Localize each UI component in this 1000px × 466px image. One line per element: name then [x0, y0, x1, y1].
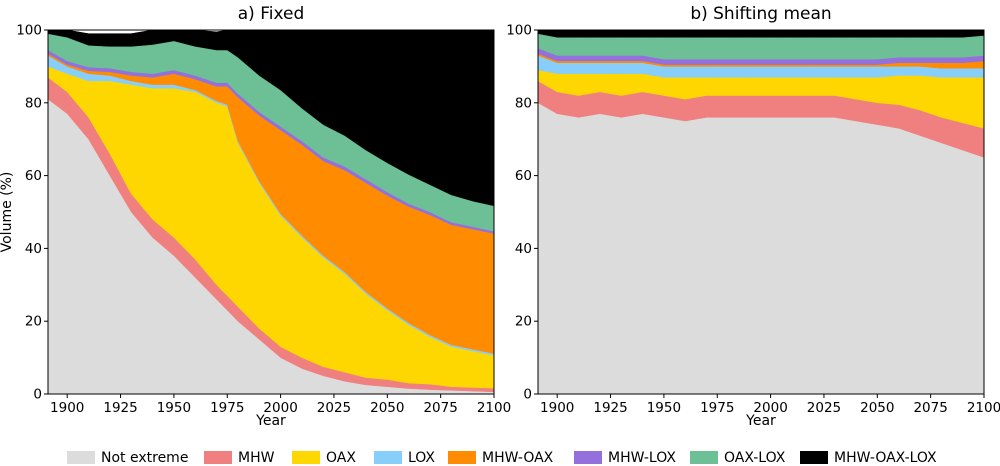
- legend: Not extreme MHW OAX LOX MHW-OAX MHW-LOX OAX-LO…: [67, 450, 937, 466]
- legend-item-mhw: MHW: [204, 450, 275, 466]
- panel-title: a) Fixed: [238, 4, 305, 24]
- x-tick-label: 2000: [753, 400, 787, 416]
- legend-swatch: [574, 451, 602, 464]
- y-tick-label: 60: [515, 168, 532, 184]
- legend-label: OAX: [326, 450, 356, 466]
- legend-label: OAX-LOX: [724, 450, 786, 466]
- x-axis-label: Year: [255, 413, 286, 429]
- x-axis-label: Year: [745, 413, 776, 429]
- legend-item-lox: LOX: [374, 450, 435, 466]
- x-tick-label: 2050: [860, 400, 894, 416]
- x-tick-label: 2100: [477, 400, 511, 416]
- x-tick-label: 1900: [50, 400, 84, 416]
- legend-label: MHW-OAX-LOX: [834, 450, 937, 466]
- y-tick-label: 20: [25, 314, 42, 330]
- legend-swatch: [67, 451, 95, 464]
- area-mhw-oax-lox: [48, 30, 494, 207]
- x-tick-label: 2000: [263, 400, 297, 416]
- x-tick-label: 1975: [210, 400, 244, 416]
- plot-frame: [47, 29, 495, 395]
- x-tick-label: 1950: [157, 400, 191, 416]
- x-tick-label: 2075: [423, 400, 457, 416]
- area-layers: [538, 30, 984, 394]
- legend-swatch: [292, 451, 320, 464]
- legend-swatch: [374, 451, 402, 464]
- legend-swatch: [204, 451, 232, 464]
- x-tick-label: 1925: [103, 400, 137, 416]
- y-tick-label: 40: [515, 241, 532, 257]
- legend-label: Not extreme: [101, 450, 188, 466]
- legend-item-oax: OAX: [292, 450, 356, 466]
- y-tick-label: 0: [33, 387, 42, 403]
- y-tick-label: 100: [506, 23, 532, 39]
- x-tick-label: 1925: [593, 400, 627, 416]
- legend-swatch: [800, 451, 828, 464]
- legend-label: MHW-OAX: [482, 450, 554, 466]
- y-tick-label: 80: [25, 95, 42, 111]
- panel-shifting-mean: 1900 1925 1950 1975 2000 2025 2050 2075 2100 0 20 4…: [506, 4, 1000, 429]
- panel-fixed: 1900 1925 1950 1975 2000 2025 2050 2075 2100 0 20 4…: [0, 4, 511, 429]
- plot-frame: [537, 29, 985, 395]
- x-tick-label: 2100: [967, 400, 1000, 416]
- legend-label: MHW-LOX: [608, 450, 676, 466]
- x-tick-label: 1950: [647, 400, 681, 416]
- y-tick-label: 60: [25, 168, 42, 184]
- y-tick-label: 80: [515, 95, 532, 111]
- legend-label: LOX: [408, 450, 435, 466]
- x-tick-label: 1975: [700, 400, 734, 416]
- x-tick-label: 2075: [913, 400, 947, 416]
- legend-item-oax-lox: OAX-LOX: [690, 450, 786, 466]
- legend-label: MHW: [238, 450, 275, 466]
- y-tick-label: 40: [25, 241, 42, 257]
- legend-item-mhw-lox: MHW-LOX: [574, 450, 676, 466]
- x-tick-label: 1900: [540, 400, 574, 416]
- y-tick-label: 100: [16, 23, 42, 39]
- x-tick-label: 2025: [807, 400, 841, 416]
- legend-swatch: [448, 451, 476, 464]
- area-not-extreme: [538, 102, 984, 394]
- legend-item-mhw-oax-lox: MHW-OAX-LOX: [800, 450, 937, 466]
- x-tick-label: 2025: [317, 400, 351, 416]
- area-layers: [48, 30, 494, 394]
- legend-swatch: [690, 451, 718, 464]
- panel-title: b) Shifting mean: [690, 4, 831, 24]
- y-axis-label: Volume (%): [0, 172, 15, 253]
- legend-item-not-extreme: Not extreme: [67, 450, 188, 466]
- y-tick-label: 0: [523, 387, 532, 403]
- legend-item-mhw-oax: MHW-OAX: [448, 450, 554, 466]
- area-mhw-oax-lox: [538, 30, 984, 38]
- y-tick-label: 20: [515, 314, 532, 330]
- x-tick-label: 2050: [370, 400, 404, 416]
